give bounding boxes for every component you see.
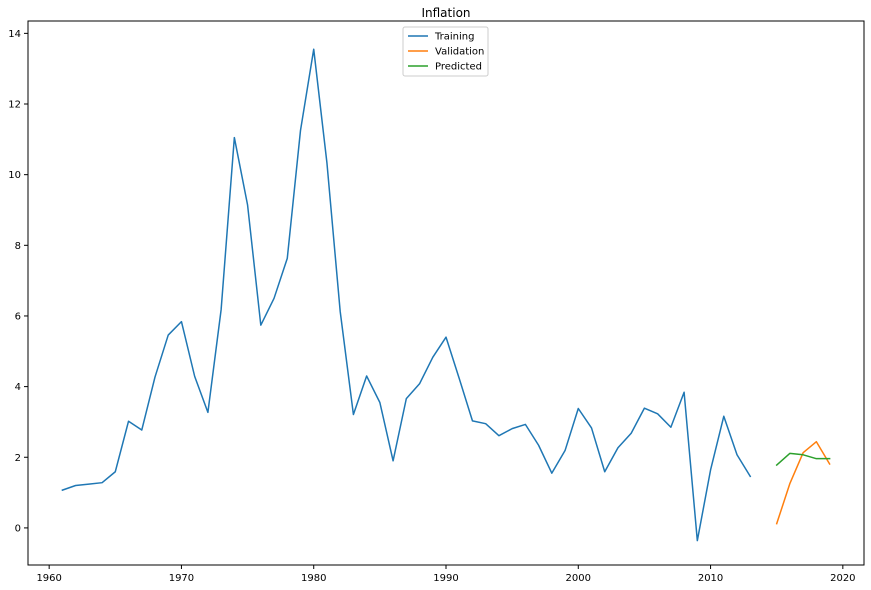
y-tick-label: 4 bbox=[15, 382, 21, 393]
legend-label-validation: Validation bbox=[435, 47, 484, 58]
x-tick-label: 1980 bbox=[301, 573, 326, 584]
plot-frame bbox=[27, 20, 865, 566]
y-tick-label: 8 bbox=[15, 241, 21, 252]
legend-box bbox=[402, 26, 489, 77]
x-tick-label: 2000 bbox=[566, 573, 591, 584]
x-tick-label: 1970 bbox=[169, 573, 194, 584]
series-layer bbox=[61, 48, 831, 542]
y-axis-ticks: 0 2 4 6 8 10 12 14 bbox=[8, 29, 28, 534]
x-tick-label: 1990 bbox=[433, 573, 458, 584]
series-line-training bbox=[61, 48, 752, 542]
y-tick-label: 2 bbox=[15, 453, 21, 464]
y-tick-label: 6 bbox=[15, 311, 21, 322]
legend-label-predicted: Predicted bbox=[435, 62, 482, 73]
y-tick-label: 10 bbox=[8, 170, 21, 181]
x-tick-label: 2010 bbox=[698, 573, 723, 584]
x-tick-label: 1960 bbox=[36, 573, 61, 584]
x-tick-label: 2020 bbox=[830, 573, 855, 584]
legend: Training Validation Predicted bbox=[402, 26, 489, 77]
y-tick-label: 12 bbox=[8, 100, 21, 111]
series-line-validation bbox=[775, 440, 831, 525]
legend-label-training: Training bbox=[434, 32, 474, 43]
x-axis-ticks: 1960 1970 1980 1990 2000 2010 2020 bbox=[36, 565, 856, 584]
y-tick-label: 14 bbox=[8, 29, 21, 40]
series-line-predicted bbox=[775, 452, 831, 467]
y-tick-label: 0 bbox=[15, 523, 21, 534]
chart-title: Inflation bbox=[421, 6, 470, 20]
